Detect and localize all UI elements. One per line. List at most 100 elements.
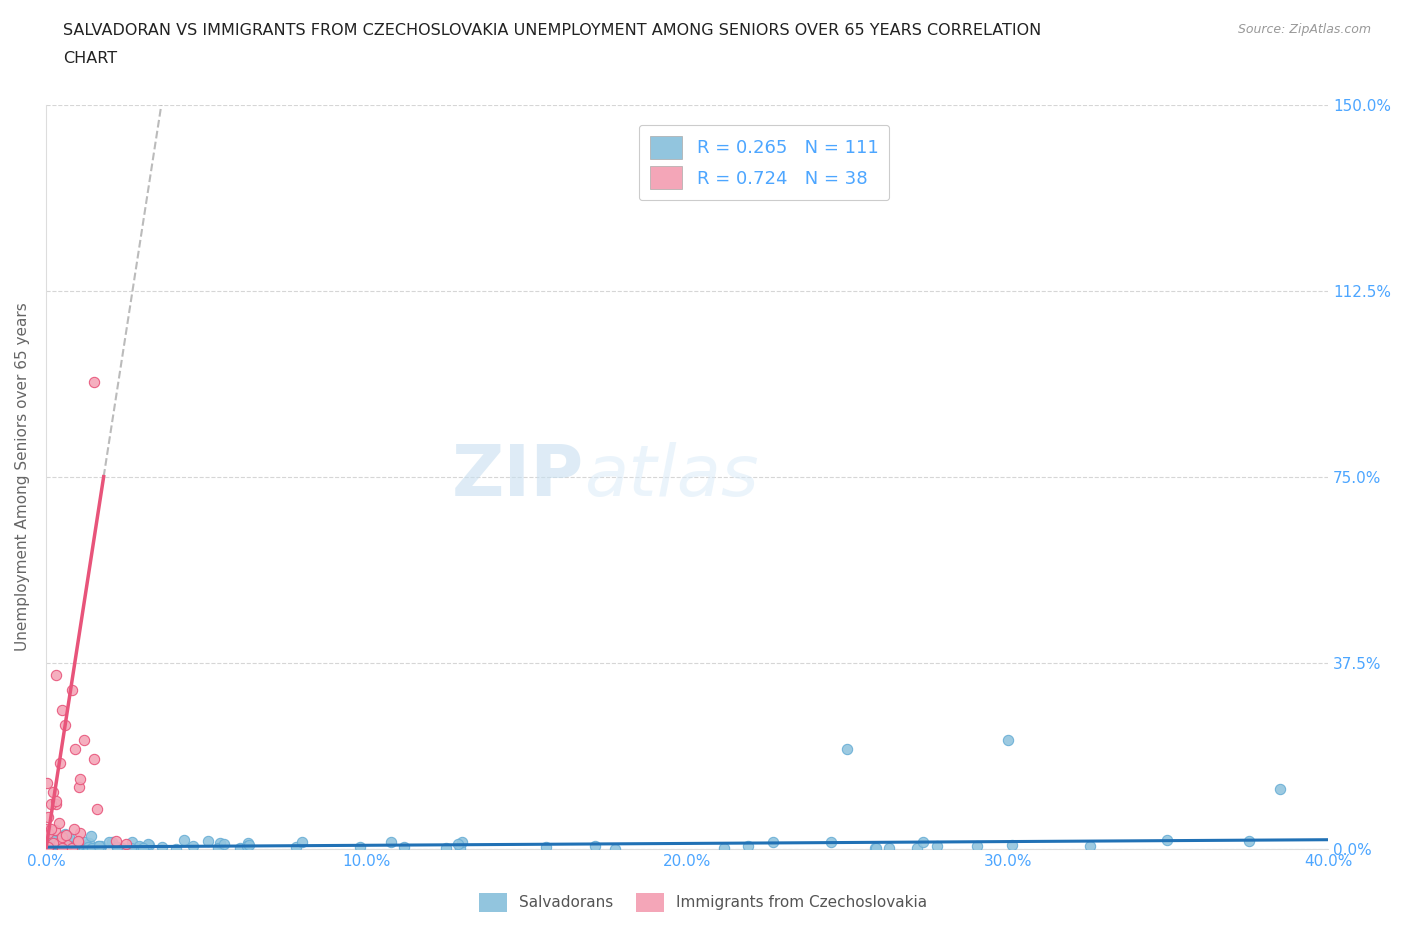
Point — [75, 835, 97, 850]
Point — [236, 836, 259, 851]
Point — [45, 796, 67, 811]
Point — [87, 838, 110, 853]
Point — [53, 717, 76, 732]
Point — [63, 742, 86, 757]
Point — [181, 839, 204, 854]
Point — [238, 837, 260, 852]
Point — [197, 833, 219, 848]
Point — [45, 833, 67, 848]
Point — [101, 834, 124, 849]
Point — [86, 802, 108, 817]
Point — [38, 836, 60, 851]
Point — [285, 840, 308, 855]
Point — [105, 840, 128, 855]
Point — [35, 776, 58, 790]
Point — [911, 835, 934, 850]
Point — [48, 838, 70, 853]
Point — [49, 756, 72, 771]
Point — [863, 841, 886, 856]
Point — [56, 837, 79, 852]
Point — [229, 841, 252, 856]
Point — [392, 840, 415, 855]
Point — [45, 794, 67, 809]
Point — [70, 841, 93, 856]
Point — [42, 784, 65, 799]
Point — [56, 841, 79, 856]
Point — [46, 841, 69, 856]
Point — [41, 835, 63, 850]
Text: Source: ZipAtlas.com: Source: ZipAtlas.com — [1237, 23, 1371, 36]
Point — [44, 840, 66, 855]
Point — [1268, 782, 1291, 797]
Point — [87, 841, 110, 856]
Point — [51, 841, 73, 856]
Point — [1237, 833, 1260, 848]
Point — [80, 841, 103, 856]
Point — [56, 836, 79, 851]
Point — [77, 840, 100, 855]
Point — [48, 841, 70, 856]
Point — [165, 841, 187, 856]
Legend: Salvadorans, Immigrants from Czechoslovakia: Salvadorans, Immigrants from Czechoslova… — [472, 887, 934, 918]
Point — [69, 772, 91, 787]
Point — [80, 829, 103, 844]
Point — [73, 732, 96, 747]
Point — [737, 838, 759, 853]
Point — [534, 840, 557, 855]
Point — [58, 830, 80, 844]
Y-axis label: Unemployment Among Seniors over 65 years: Unemployment Among Seniors over 65 years — [15, 302, 30, 651]
Point — [713, 841, 735, 856]
Text: ZIP: ZIP — [453, 442, 585, 512]
Point — [966, 839, 988, 854]
Point — [291, 834, 314, 849]
Point — [69, 837, 91, 852]
Text: CHART: CHART — [63, 51, 117, 66]
Point — [55, 835, 77, 850]
Point — [208, 835, 231, 850]
Point — [877, 841, 900, 856]
Point — [60, 841, 83, 856]
Point — [62, 836, 84, 851]
Point — [451, 835, 474, 850]
Text: atlas: atlas — [585, 442, 759, 512]
Point — [67, 833, 90, 848]
Point — [48, 816, 70, 830]
Point — [38, 840, 60, 855]
Point — [583, 839, 606, 854]
Point — [51, 702, 73, 717]
Point — [45, 668, 67, 683]
Point — [52, 838, 75, 853]
Point — [67, 838, 90, 853]
Point — [89, 840, 111, 855]
Point — [66, 834, 89, 849]
Point — [236, 839, 259, 854]
Point — [76, 840, 98, 855]
Point — [48, 837, 70, 852]
Point — [136, 836, 159, 851]
Point — [83, 375, 105, 390]
Point — [44, 838, 66, 853]
Point — [207, 840, 229, 855]
Point — [120, 841, 142, 856]
Point — [39, 796, 62, 811]
Point — [1078, 838, 1101, 853]
Point — [45, 841, 67, 856]
Point — [38, 841, 60, 856]
Point — [446, 836, 468, 851]
Point — [1156, 833, 1178, 848]
Point — [83, 752, 105, 767]
Point — [63, 822, 86, 837]
Point — [55, 827, 77, 842]
Point — [97, 834, 120, 849]
Legend: R = 0.265   N = 111, R = 0.724   N = 38: R = 0.265 N = 111, R = 0.724 N = 38 — [638, 125, 889, 200]
Point — [212, 837, 235, 852]
Point — [115, 837, 138, 852]
Point — [46, 840, 69, 855]
Point — [38, 831, 60, 846]
Point — [35, 821, 58, 836]
Point — [56, 832, 79, 847]
Point — [90, 839, 112, 854]
Point — [128, 839, 150, 854]
Point — [37, 839, 59, 854]
Point — [53, 838, 76, 853]
